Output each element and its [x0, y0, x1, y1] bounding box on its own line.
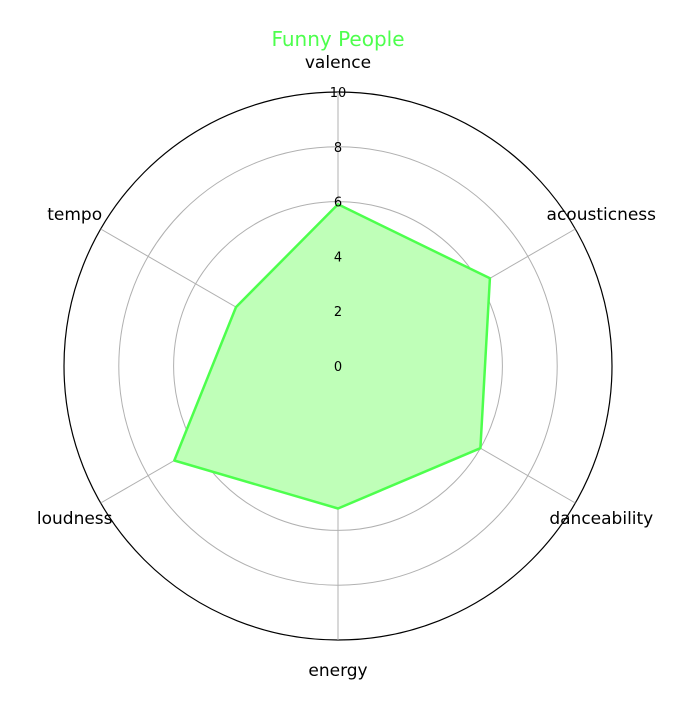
radial-tick-label: 8	[334, 141, 342, 156]
radial-tick-label: 0	[334, 360, 342, 375]
radial-tick-label: 6	[334, 196, 342, 211]
radial-tick-label: 4	[334, 250, 342, 265]
axis-label-danceability: danceability	[549, 509, 653, 529]
radial-tick-label: 2	[334, 305, 342, 320]
axis-label-loudness: loudness	[37, 509, 113, 529]
axis-label-valence: valence	[305, 53, 371, 73]
label-layer: valence acousticness danceability energy lou…	[37, 53, 656, 681]
axis-label-tempo: tempo	[47, 205, 102, 225]
series-layer	[173, 203, 492, 510]
axis-label-acousticness: acousticness	[547, 205, 657, 225]
series-area	[173, 203, 492, 510]
radial-tick-label: 10	[330, 86, 347, 101]
chart-title: Funny People	[271, 27, 404, 51]
axis-label-energy: energy	[308, 661, 367, 681]
tick-layer: 0 2 4 6 8 10	[330, 86, 347, 375]
